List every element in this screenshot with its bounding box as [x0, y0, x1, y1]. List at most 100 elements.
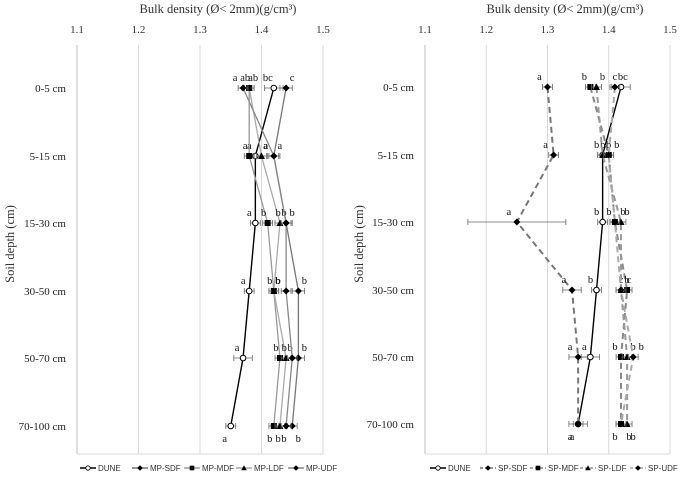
significance-letter: b — [267, 434, 272, 445]
y-tick-label: 5-15 cm — [30, 151, 67, 163]
significance-letter: a — [582, 342, 587, 353]
legend-label: SP-MDF — [548, 464, 579, 473]
legend-marker — [635, 465, 641, 471]
legend-label: SP-UDF — [648, 464, 678, 473]
data-point — [593, 286, 600, 294]
significance-letter: b — [594, 207, 599, 218]
data-point — [282, 219, 290, 227]
significance-letter: a — [568, 432, 573, 443]
significance-letter: b — [273, 343, 278, 354]
legend-marker — [435, 465, 441, 471]
series-line — [577, 86, 622, 425]
series-line — [273, 87, 300, 427]
series-line — [248, 87, 287, 427]
legend-marker — [535, 465, 541, 471]
significance-letter: b — [620, 207, 625, 218]
x-tick-label: 1.4 — [602, 24, 616, 36]
data-point — [282, 287, 290, 295]
significance-letter: b — [624, 207, 629, 218]
data-point — [599, 218, 606, 226]
data-point — [270, 152, 278, 160]
y-tick-label: 15-30 cm — [372, 217, 414, 229]
series-line — [595, 86, 629, 424]
legend-label: SP-LDF — [598, 464, 627, 473]
data-point — [276, 355, 283, 361]
x-tick-label: 1.5 — [316, 24, 330, 36]
significance-letter: a — [243, 141, 248, 152]
data-point — [245, 287, 253, 295]
x-tick-label: 1.5 — [663, 24, 677, 36]
series-line — [242, 87, 293, 427]
y-tick-label: 30-50 cm — [24, 286, 66, 298]
data-point — [270, 84, 278, 92]
data-point — [568, 286, 576, 294]
significance-letter: b — [600, 140, 605, 151]
data-point — [605, 151, 613, 159]
series-line — [230, 87, 275, 427]
y-tick-label: 70-100 cm — [19, 421, 67, 433]
data-point — [276, 422, 284, 429]
data-point — [239, 354, 247, 362]
legend-marker — [293, 465, 299, 471]
x-tick-label: 1.2 — [479, 24, 493, 36]
data-point — [574, 420, 582, 428]
legend-label: MP-SDF — [150, 464, 181, 473]
significance-letter: a — [562, 275, 567, 286]
data-point — [617, 218, 625, 225]
y-tick-label: 0-5 cm — [35, 83, 66, 95]
series-line — [515, 86, 580, 424]
legend: DUNE MP-SDF MP-MDF MP-LDF MP-UDF — [80, 464, 337, 473]
legend-label: DUNE — [98, 464, 121, 473]
significance-letter: b — [624, 275, 629, 286]
data-point — [282, 84, 290, 92]
significance-letter: a — [568, 342, 573, 353]
significance-letter: b — [631, 342, 636, 353]
data-point — [258, 152, 265, 159]
significance-letter: c — [619, 275, 624, 286]
data-point — [246, 153, 253, 159]
data-point — [550, 151, 558, 159]
significance-letter: a — [277, 141, 282, 152]
significance-letter: b — [302, 276, 307, 287]
data-point — [623, 420, 631, 427]
significance-letter: ab — [248, 73, 258, 84]
x-tick-label: 1.3 — [541, 24, 555, 36]
significance-letter: b — [600, 72, 605, 83]
y-tick-label: 50-70 cm — [24, 353, 66, 365]
significance-letter: b — [631, 432, 636, 443]
significance-letter: b — [588, 275, 593, 286]
x-tick-label: 1.3 — [193, 24, 207, 36]
data-point — [587, 84, 594, 90]
significance-letter: bc — [618, 72, 628, 83]
significance-letter: b — [287, 343, 292, 354]
significance-letter: a — [570, 432, 575, 443]
data-point — [574, 353, 582, 361]
significance-letter: a — [263, 141, 268, 152]
significance-letter: a — [543, 140, 548, 151]
legend-label: DUNE — [448, 464, 471, 473]
y-tick-label: 50-70 cm — [372, 352, 414, 364]
legend-label: MP-LDF — [254, 464, 284, 473]
significance-letter: b — [302, 343, 307, 354]
significance-letter: b — [275, 276, 280, 287]
significance-letter: a — [222, 434, 227, 445]
significance-letter: b — [626, 432, 631, 443]
data-point — [618, 354, 624, 360]
data-point — [611, 218, 619, 226]
chart-panel-2: Bulk density (Ø< 2mm)(g/cm³) 1.1 1.2 1.3 1.4… — [352, 2, 678, 473]
x-tick-label: 1.1 — [70, 24, 84, 36]
data-point — [288, 422, 296, 430]
x-tick-label: 1.1 — [418, 24, 432, 36]
data-point — [282, 422, 290, 430]
significance-letter: b — [582, 72, 587, 83]
x-axis-title: Bulk density (Ø< 2mm)(g/cm³) — [140, 2, 297, 16]
data-point — [270, 423, 277, 429]
significance-letter: bc — [263, 73, 273, 84]
data-point — [624, 287, 631, 293]
significance-letter: c — [627, 275, 632, 286]
legend-marker — [241, 465, 247, 471]
